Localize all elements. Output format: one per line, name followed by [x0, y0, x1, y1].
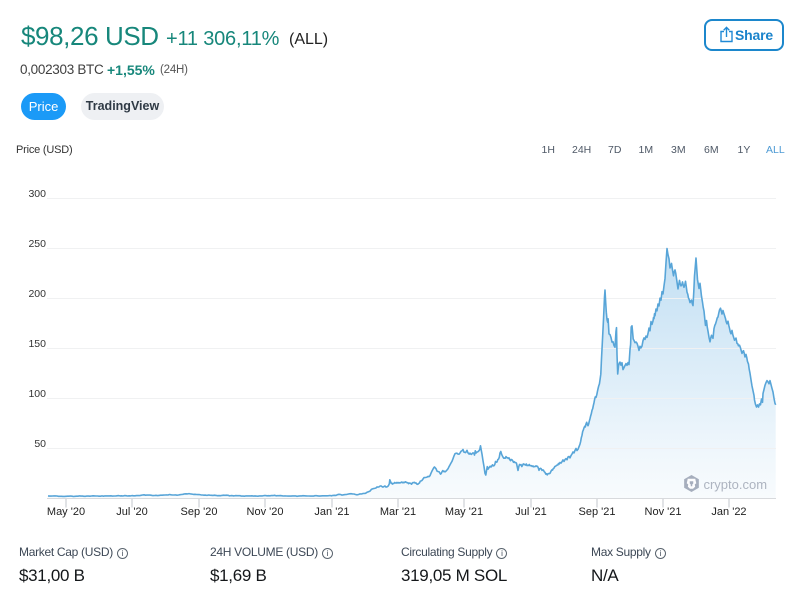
svg-text:150: 150	[28, 338, 46, 350]
svg-text:May '20: May '20	[47, 506, 85, 518]
svg-text:300: 300	[28, 188, 46, 200]
svg-text:May '21: May '21	[445, 506, 483, 518]
svg-text:Jul '20: Jul '20	[116, 506, 147, 518]
svg-text:Jan '22: Jan '22	[711, 506, 746, 518]
svg-text:Jul '21: Jul '21	[515, 506, 546, 518]
svg-text:Jan '21: Jan '21	[314, 506, 349, 518]
svg-text:100: 100	[28, 388, 46, 400]
svg-text:200: 200	[28, 288, 46, 300]
svg-text:Nov '20: Nov '20	[247, 506, 284, 518]
svg-text:Sep '20: Sep '20	[181, 506, 218, 518]
svg-text:Mar '21: Mar '21	[380, 506, 416, 518]
svg-text:50: 50	[34, 438, 46, 450]
svg-text:Nov '21: Nov '21	[645, 506, 682, 518]
svg-text:Sep '21: Sep '21	[579, 506, 616, 518]
svg-text:250: 250	[28, 238, 46, 250]
